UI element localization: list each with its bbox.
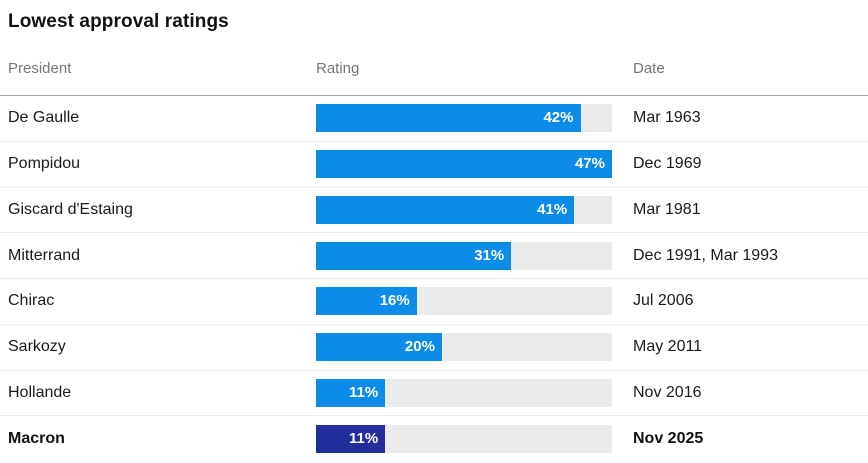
table-row: Hollande 11% Nov 2016 (0, 371, 868, 417)
president-name: Chirac (8, 292, 55, 310)
date-value: Dec 1991, Mar 1993 (633, 246, 778, 264)
chart-title: Lowest approval ratings (8, 11, 229, 32)
table-row: Macron 11% Nov 2025 (0, 416, 868, 462)
table-row: Sarkozy 20% May 2011 (0, 325, 868, 371)
date-value: May 2011 (633, 338, 703, 356)
rating-cell: 47% (316, 150, 633, 179)
column-header-row: President Rating Date (0, 59, 868, 96)
rating-bar: 41% (316, 195, 575, 224)
president-name: Mitterrand (8, 246, 81, 264)
rating-cell: 20% (316, 333, 633, 362)
date-value: Mar 1981 (633, 200, 701, 218)
president-name: Pompidou (8, 155, 81, 173)
table-row: Chirac 16% Jul 2006 (0, 279, 868, 325)
president-name: Macron (8, 430, 65, 448)
table-row: Pompidou 47% Dec 1969 (0, 142, 868, 188)
date-value: Mar 1963 (633, 109, 701, 127)
rating-cell: 31% (316, 241, 633, 270)
rating-bar: 42% (316, 104, 581, 133)
rating-value-label: 20% (404, 338, 435, 356)
table-row: Mitterrand 31% Dec 1991, Mar 1993 (0, 233, 868, 279)
rating-value-label: 42% (543, 109, 574, 127)
president-name: De Gaulle (8, 109, 80, 127)
president-name: Sarkozy (8, 338, 66, 356)
rating-bar: 11% (316, 425, 386, 454)
rating-cell: 42% (316, 104, 633, 133)
rating-bar-track: 11% (316, 378, 612, 407)
rating-value-label: 11% (349, 383, 379, 401)
table-row: De Gaulle 42% Mar 1963 (0, 96, 868, 142)
rating-bar-track: 20% (316, 333, 612, 362)
date-value: Dec 1969 (633, 155, 702, 173)
rating-cell: 41% (316, 195, 633, 224)
rating-bar-track: 31% (316, 241, 612, 270)
ratings-table-body: De Gaulle 42% Mar 1963 Pompidou 47% D (0, 96, 868, 462)
rating-bar-track: 41% (316, 195, 612, 224)
rating-bar: 11% (316, 378, 386, 407)
column-header-president: President (8, 60, 72, 77)
rating-bar: 20% (316, 333, 442, 362)
rating-value-label: 41% (537, 200, 568, 218)
rating-bar-track: 16% (316, 287, 612, 316)
rating-bar-track: 11% (316, 425, 612, 454)
column-header-rating: Rating (316, 60, 360, 77)
rating-bar: 31% (316, 241, 512, 270)
rating-bar-track: 47% (316, 150, 612, 179)
president-name: Hollande (8, 383, 72, 401)
rating-value-label: 31% (474, 246, 505, 264)
rating-bar: 16% (316, 287, 417, 316)
rating-cell: 11% (316, 378, 633, 407)
rating-bar: 47% (316, 150, 612, 179)
rating-cell: 11% (316, 425, 633, 454)
column-header-date: Date (633, 60, 665, 77)
president-name: Giscard d'Estaing (8, 200, 133, 218)
rating-cell: 16% (316, 287, 633, 316)
date-value: Jul 2006 (633, 292, 694, 310)
rating-bar-track: 42% (316, 104, 612, 133)
rating-value-label: 47% (574, 155, 605, 173)
table-row: Giscard d'Estaing 41% Mar 1981 (0, 188, 868, 234)
rating-value-label: 16% (379, 292, 410, 310)
rating-value-label: 11% (349, 430, 379, 448)
date-value: Nov 2016 (633, 383, 702, 401)
date-value: Nov 2025 (633, 430, 704, 448)
